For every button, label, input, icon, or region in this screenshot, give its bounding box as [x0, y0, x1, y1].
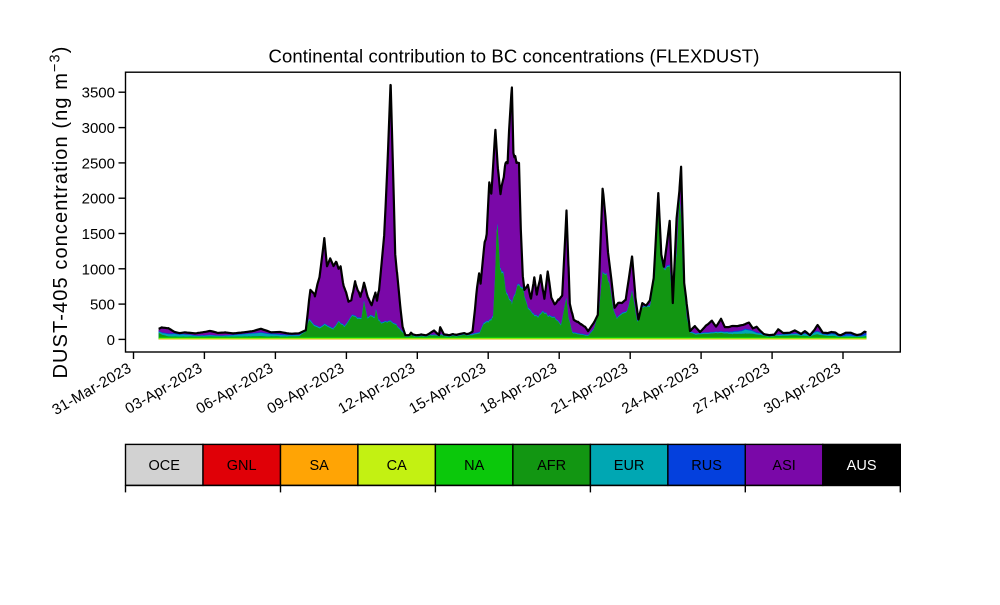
svg-text:DUST-405 concentration (ng m−3: DUST-405 concentration (ng m−3)	[48, 46, 73, 379]
svg-text:3500: 3500	[82, 85, 115, 102]
svg-text:CA: CA	[387, 458, 407, 474]
svg-text:NA: NA	[464, 458, 484, 474]
svg-text:OCE: OCE	[148, 458, 180, 474]
svg-text:3000: 3000	[82, 120, 115, 137]
svg-text:500: 500	[90, 297, 115, 314]
svg-text:ASI: ASI	[772, 458, 795, 474]
svg-text:AUS: AUS	[847, 458, 877, 474]
svg-text:1000: 1000	[82, 261, 115, 278]
svg-text:1500: 1500	[82, 226, 115, 243]
svg-text:Continental contribution to BC: Continental contribution to BC concentra…	[269, 46, 760, 67]
svg-text:GNL: GNL	[227, 458, 257, 474]
svg-text:2500: 2500	[82, 155, 115, 172]
svg-text:2000: 2000	[82, 191, 115, 208]
svg-text:SA: SA	[310, 458, 330, 474]
svg-text:0: 0	[107, 332, 115, 349]
svg-text:RUS: RUS	[691, 458, 722, 474]
svg-text:EUR: EUR	[614, 458, 645, 474]
svg-text:AFR: AFR	[537, 458, 566, 474]
